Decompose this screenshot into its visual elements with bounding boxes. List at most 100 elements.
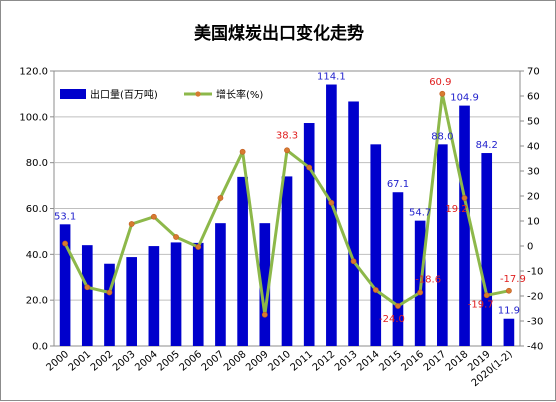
x-axis-tick-label: 2011 — [289, 349, 316, 374]
bar — [459, 105, 470, 347]
right-axis-tick-label: 40 — [527, 142, 540, 153]
right-axis-tick-label: 0 — [527, 242, 533, 253]
x-axis-tick-label: 2007 — [200, 349, 227, 374]
growth-rate-marker — [106, 289, 113, 296]
x-axis-tick-label: 2005 — [155, 349, 182, 374]
growth-rate-marker — [195, 244, 202, 250]
legend-marker-growth-rate — [195, 91, 201, 97]
growth-rate-marker — [217, 195, 224, 201]
growth-rate-marker — [439, 90, 446, 97]
x-axis-tick-label: 2000 — [44, 349, 71, 374]
bar — [104, 263, 115, 346]
left-axis-tick-label: 100.0 — [19, 112, 48, 123]
bar — [59, 224, 71, 346]
x-axis-tick-label: 2013 — [333, 349, 360, 374]
growth-rate-marker — [506, 287, 512, 294]
x-axis-tick-label: 2014 — [355, 349, 382, 374]
growth-rate-marker — [150, 213, 157, 220]
x-axis-tick-label: 2006 — [178, 349, 205, 374]
growth-rate-marker — [395, 303, 401, 309]
bar — [392, 192, 404, 346]
legend-label-exports: 出口量(百万吨) — [90, 88, 158, 101]
line-data-label: 60.9 — [429, 77, 451, 88]
bar — [237, 176, 248, 346]
x-axis-tick-label: 2008 — [222, 349, 249, 374]
left-axis-tick-label: 0.0 — [32, 342, 48, 353]
x-axis-tick-label: 2012 — [311, 349, 338, 374]
bar — [192, 242, 204, 346]
right-axis-tick-label: -30 — [527, 317, 543, 328]
growth-rate-marker — [328, 199, 335, 206]
x-axis-tick-label: 2001 — [67, 349, 94, 374]
left-axis-tick-label: 80.0 — [26, 158, 48, 169]
line-data-label: -17.9 — [500, 274, 526, 285]
bar-data-label: 114.1 — [317, 72, 346, 83]
right-axis-tick-label: 30 — [527, 167, 540, 178]
bar — [259, 223, 271, 346]
growth-rate-marker — [261, 311, 268, 318]
bar-data-label: 11.9 — [498, 306, 520, 317]
bar-data-label: 88.0 — [431, 131, 453, 142]
line-data-label: -19.7 — [468, 299, 494, 310]
right-axis-tick-label: -10 — [527, 267, 543, 278]
line-data-label: 38.3 — [276, 130, 298, 141]
bar — [170, 242, 182, 346]
bar — [148, 246, 160, 346]
bar — [503, 318, 515, 346]
line-data-label: -24.0 — [379, 314, 405, 325]
growth-rate-marker — [128, 221, 135, 227]
bar — [281, 176, 293, 346]
growth-rate-marker — [461, 195, 468, 201]
growth-rate-marker — [62, 240, 68, 247]
right-axis-tick-label: 60 — [527, 92, 540, 103]
left-axis-tick-label: 120.0 — [19, 67, 48, 78]
right-axis-tick-label: -20 — [527, 292, 543, 303]
growth-rate-marker — [483, 292, 490, 299]
growth-rate-marker — [372, 287, 379, 293]
x-axis-tick-label: 2003 — [111, 349, 138, 374]
growth-rate-marker — [84, 284, 91, 291]
x-axis-tick-label: 2002 — [89, 349, 116, 374]
bar — [215, 223, 226, 346]
right-axis-tick-label: 20 — [527, 192, 540, 203]
bar — [437, 144, 448, 346]
legend-swatch-exports — [60, 89, 86, 99]
bar-data-label: 84.2 — [476, 140, 498, 151]
left-axis-tick-label: 60.0 — [26, 204, 48, 215]
bar-data-label: 54.7 — [409, 208, 431, 219]
left-axis-tick-label: 40.0 — [26, 250, 48, 261]
x-axis-tick-label: 2018 — [444, 349, 471, 374]
growth-rate-marker — [417, 289, 424, 296]
growth-rate-marker — [306, 164, 313, 171]
bar-data-label: 104.9 — [450, 93, 479, 104]
growth-rate-marker — [284, 147, 290, 154]
right-axis-tick-label: 50 — [527, 117, 540, 128]
bar — [326, 84, 337, 346]
right-axis-tick-label: -40 — [527, 342, 543, 353]
right-axis-tick-label: 10 — [527, 217, 540, 228]
bar — [481, 153, 493, 346]
x-axis-tick-label: 2016 — [400, 349, 427, 374]
x-axis-tick-label: 2009 — [244, 349, 271, 374]
right-axis-tick-label: 70 — [527, 67, 540, 78]
growth-rate-marker — [173, 234, 179, 240]
legend-label-growth-rate: 增长率(%) — [216, 88, 263, 101]
bar — [81, 245, 93, 346]
line-data-label: -18.6 — [415, 275, 441, 286]
line-data-label: 19.2 — [445, 204, 467, 215]
bar — [126, 257, 137, 346]
growth-rate-marker — [350, 258, 357, 265]
bar — [370, 144, 382, 346]
bar-data-label: 53.1 — [54, 211, 76, 222]
x-axis-tick-label: 2015 — [377, 349, 404, 374]
growth-rate-marker — [239, 148, 246, 155]
bar-data-label: 67.1 — [387, 179, 409, 190]
x-axis-tick-label: 2017 — [422, 349, 449, 374]
x-axis-tick-label: 2010 — [266, 349, 293, 374]
left-axis-tick-label: 20.0 — [26, 296, 48, 307]
bar — [303, 123, 315, 346]
chart-title: 美国煤炭出口变化走势 — [194, 24, 364, 44]
x-axis-tick-label: 2004 — [133, 349, 160, 374]
